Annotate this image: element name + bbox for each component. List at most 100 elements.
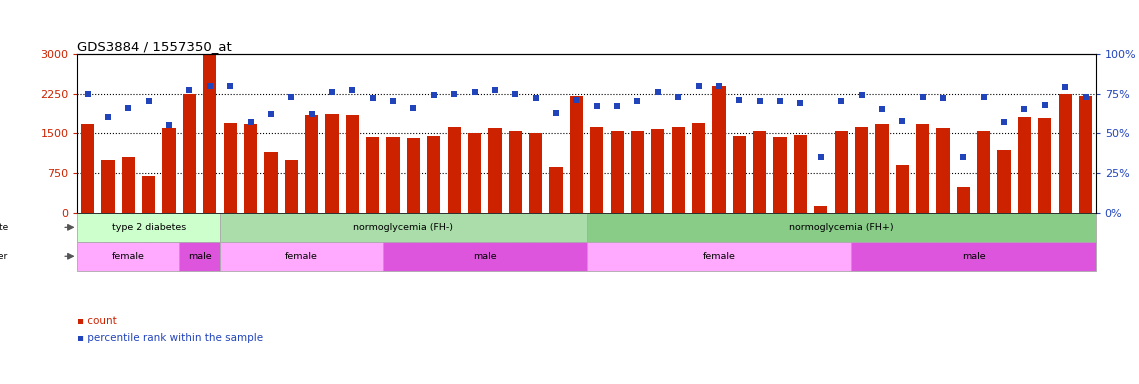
Bar bbox=[468, 133, 481, 213]
Text: male: male bbox=[473, 252, 497, 261]
Bar bbox=[672, 127, 685, 213]
Bar bbox=[794, 135, 808, 213]
Point bbox=[140, 98, 158, 104]
Bar bbox=[346, 115, 359, 213]
Bar bbox=[753, 131, 767, 213]
Bar bbox=[631, 131, 645, 213]
Bar bbox=[183, 94, 196, 213]
Point bbox=[792, 100, 810, 106]
Bar bbox=[977, 131, 990, 213]
Bar bbox=[77, 213, 220, 242]
Point bbox=[812, 154, 830, 160]
Bar bbox=[203, 54, 216, 213]
Bar bbox=[1058, 94, 1072, 213]
Point bbox=[730, 97, 748, 103]
Point bbox=[200, 83, 219, 89]
Bar bbox=[81, 124, 95, 213]
Point bbox=[445, 91, 464, 97]
Bar bbox=[220, 242, 383, 271]
Point bbox=[363, 95, 382, 101]
Point bbox=[159, 122, 178, 128]
Point bbox=[1076, 94, 1095, 100]
Bar bbox=[587, 242, 851, 271]
Bar bbox=[998, 150, 1010, 213]
Text: male: male bbox=[188, 252, 212, 261]
Point bbox=[751, 98, 769, 104]
Bar bbox=[427, 136, 441, 213]
Point bbox=[954, 154, 973, 160]
Text: normoglycemia (FH-): normoglycemia (FH-) bbox=[353, 223, 453, 232]
Point bbox=[506, 91, 524, 97]
Bar bbox=[851, 242, 1096, 271]
Text: ▪ count: ▪ count bbox=[77, 316, 117, 326]
Point bbox=[934, 95, 952, 101]
Bar bbox=[489, 128, 501, 213]
Bar bbox=[875, 124, 888, 213]
Point bbox=[852, 92, 870, 98]
Bar bbox=[305, 115, 318, 213]
Point bbox=[323, 89, 342, 95]
Bar bbox=[285, 160, 298, 213]
Bar bbox=[179, 242, 220, 271]
Point bbox=[1015, 106, 1033, 113]
Text: disease state: disease state bbox=[0, 223, 8, 232]
Bar bbox=[814, 206, 827, 213]
Bar bbox=[732, 136, 746, 213]
Point bbox=[120, 105, 138, 111]
Point bbox=[608, 103, 626, 109]
Point bbox=[180, 87, 198, 93]
Bar bbox=[1018, 118, 1031, 213]
Bar bbox=[549, 167, 563, 213]
Bar bbox=[223, 123, 237, 213]
Bar bbox=[264, 152, 278, 213]
Bar bbox=[1038, 118, 1051, 213]
Point bbox=[872, 106, 891, 113]
Bar bbox=[142, 176, 155, 213]
Bar bbox=[587, 213, 1096, 242]
Bar bbox=[326, 114, 338, 213]
Bar bbox=[386, 137, 400, 213]
Bar bbox=[77, 242, 179, 271]
Point bbox=[1035, 102, 1054, 108]
Bar bbox=[528, 133, 542, 213]
Point bbox=[526, 95, 544, 101]
Text: female: female bbox=[703, 252, 736, 261]
Bar bbox=[383, 242, 587, 271]
Bar bbox=[936, 128, 950, 213]
Point bbox=[649, 89, 667, 95]
Bar bbox=[835, 131, 847, 213]
Bar bbox=[855, 127, 868, 213]
Point bbox=[262, 111, 280, 117]
Point bbox=[710, 83, 728, 89]
Bar bbox=[916, 124, 929, 213]
Text: gender: gender bbox=[0, 252, 8, 261]
Point bbox=[404, 105, 423, 111]
Text: ▪ percentile rank within the sample: ▪ percentile rank within the sample bbox=[77, 333, 263, 343]
Text: normoglycemia (FH+): normoglycemia (FH+) bbox=[789, 223, 893, 232]
Point bbox=[99, 114, 117, 121]
Bar bbox=[448, 127, 461, 213]
Point bbox=[831, 98, 850, 104]
Point bbox=[567, 97, 585, 103]
Bar bbox=[652, 129, 664, 213]
Bar bbox=[693, 123, 705, 213]
Point bbox=[79, 91, 97, 97]
Bar bbox=[407, 137, 420, 213]
Text: type 2 diabetes: type 2 diabetes bbox=[112, 223, 186, 232]
Point bbox=[221, 83, 239, 89]
Point bbox=[282, 94, 301, 100]
Point bbox=[975, 94, 993, 100]
Point bbox=[486, 87, 505, 93]
Point bbox=[547, 109, 565, 116]
Bar bbox=[163, 128, 175, 213]
Point bbox=[425, 92, 443, 98]
Bar bbox=[101, 160, 115, 213]
Point bbox=[995, 119, 1014, 125]
Bar bbox=[122, 157, 136, 213]
Text: female: female bbox=[285, 252, 318, 261]
Bar bbox=[509, 131, 522, 213]
Point bbox=[893, 118, 911, 124]
Bar bbox=[1079, 96, 1092, 213]
Text: GDS3884 / 1557350_at: GDS3884 / 1557350_at bbox=[77, 40, 232, 53]
Bar bbox=[712, 86, 726, 213]
